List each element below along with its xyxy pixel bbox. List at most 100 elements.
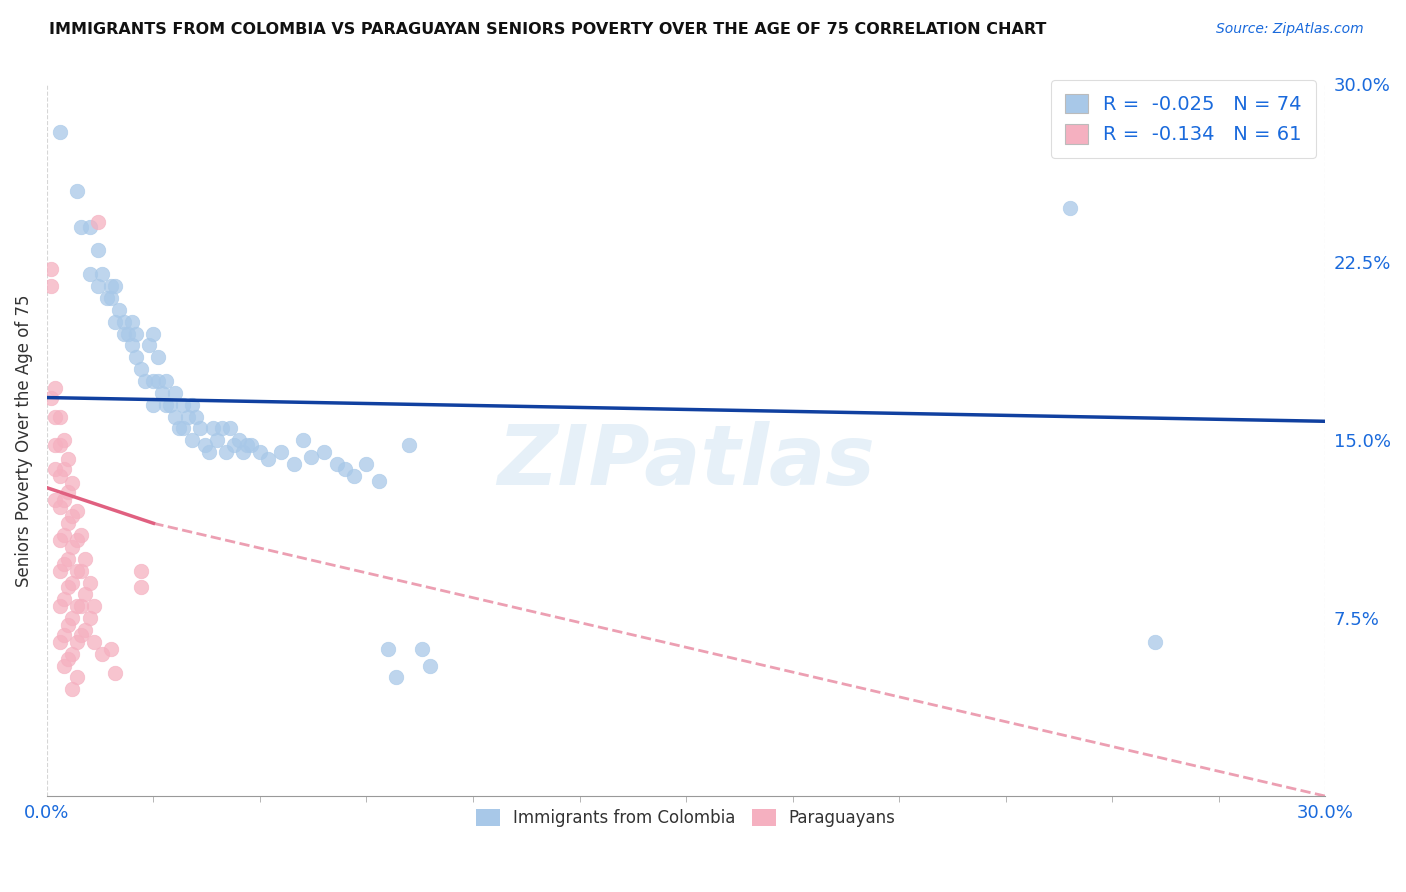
- Point: [343, 468, 366, 483]
- Point: [87, 244, 110, 258]
- Point: [180, 434, 202, 448]
- Point: [48, 409, 70, 424]
- Point: [385, 671, 408, 685]
- Point: [100, 279, 122, 293]
- Point: [138, 338, 160, 352]
- Point: [52, 592, 75, 607]
- Point: [75, 587, 97, 601]
- Point: [62, 611, 84, 625]
- Point: [155, 374, 177, 388]
- Point: [39, 279, 62, 293]
- Point: [108, 302, 131, 317]
- Point: [48, 468, 70, 483]
- Point: [70, 219, 93, 234]
- Point: [240, 438, 263, 452]
- Point: [83, 635, 105, 649]
- Point: [1059, 201, 1081, 215]
- Point: [398, 438, 420, 452]
- Point: [121, 338, 143, 352]
- Point: [62, 509, 84, 524]
- Point: [52, 528, 75, 542]
- Point: [66, 635, 89, 649]
- Point: [39, 391, 62, 405]
- Point: [180, 398, 202, 412]
- Point: [70, 564, 93, 578]
- Point: [155, 398, 177, 412]
- Point: [48, 533, 70, 547]
- Point: [163, 409, 186, 424]
- Point: [83, 599, 105, 614]
- Point: [58, 516, 80, 531]
- Point: [75, 552, 97, 566]
- Point: [121, 315, 143, 329]
- Text: ZIPatlas: ZIPatlas: [498, 421, 875, 502]
- Text: Source: ZipAtlas.com: Source: ZipAtlas.com: [1216, 22, 1364, 37]
- Point: [283, 457, 305, 471]
- Point: [211, 421, 233, 435]
- Point: [411, 642, 433, 657]
- Point: [44, 461, 66, 475]
- Point: [299, 450, 322, 464]
- Point: [142, 326, 165, 341]
- Point: [52, 492, 75, 507]
- Point: [48, 635, 70, 649]
- Point: [198, 445, 221, 459]
- Point: [188, 421, 211, 435]
- Point: [270, 445, 292, 459]
- Point: [66, 533, 89, 547]
- Point: [184, 409, 207, 424]
- Point: [62, 682, 84, 697]
- Point: [125, 326, 148, 341]
- Point: [146, 374, 169, 388]
- Point: [52, 434, 75, 448]
- Point: [159, 398, 181, 412]
- Point: [48, 500, 70, 514]
- Point: [104, 665, 127, 680]
- Point: [66, 184, 89, 198]
- Point: [58, 618, 80, 632]
- Point: [66, 671, 89, 685]
- Point: [66, 599, 89, 614]
- Point: [44, 381, 66, 395]
- Point: [66, 504, 89, 518]
- Point: [39, 262, 62, 277]
- Point: [356, 457, 378, 471]
- Point: [70, 599, 93, 614]
- Point: [125, 350, 148, 364]
- Point: [79, 575, 101, 590]
- Point: [48, 125, 70, 139]
- Point: [377, 642, 399, 657]
- Text: IMMIGRANTS FROM COLOMBIA VS PARAGUAYAN SENIORS POVERTY OVER THE AGE OF 75 CORREL: IMMIGRANTS FROM COLOMBIA VS PARAGUAYAN S…: [49, 22, 1046, 37]
- Point: [44, 438, 66, 452]
- Point: [48, 564, 70, 578]
- Point: [335, 461, 357, 475]
- Point: [312, 445, 335, 459]
- Point: [100, 642, 122, 657]
- Point: [79, 219, 101, 234]
- Point: [52, 461, 75, 475]
- Point: [104, 279, 127, 293]
- Point: [193, 438, 215, 452]
- Point: [66, 564, 89, 578]
- Point: [167, 421, 190, 435]
- Point: [419, 658, 441, 673]
- Point: [215, 445, 238, 459]
- Point: [1143, 635, 1166, 649]
- Point: [58, 651, 80, 665]
- Point: [44, 492, 66, 507]
- Point: [52, 628, 75, 642]
- Point: [91, 267, 114, 281]
- Point: [291, 434, 314, 448]
- Point: [150, 385, 173, 400]
- Point: [79, 267, 101, 281]
- Point: [48, 438, 70, 452]
- Point: [129, 362, 152, 376]
- Point: [87, 215, 110, 229]
- Point: [325, 457, 347, 471]
- Point: [70, 528, 93, 542]
- Point: [249, 445, 271, 459]
- Point: [202, 421, 225, 435]
- Point: [58, 452, 80, 467]
- Point: [52, 658, 75, 673]
- Point: [52, 557, 75, 571]
